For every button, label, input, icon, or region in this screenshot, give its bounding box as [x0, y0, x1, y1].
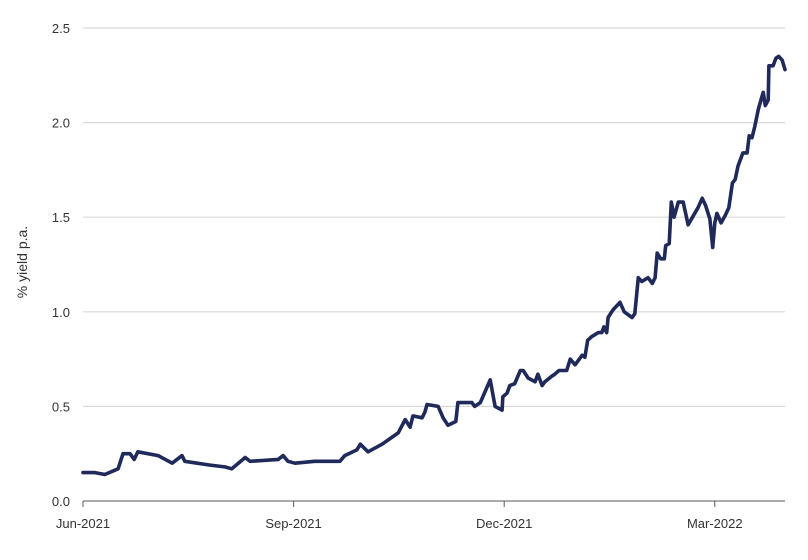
y-tick-label: 1.0 [52, 305, 70, 320]
y-tick-label: 2.5 [52, 21, 70, 36]
x-tick-label: Dec-2021 [476, 516, 532, 531]
y-tick-label: 0.5 [52, 399, 70, 414]
x-tick-label: Mar-2022 [687, 516, 743, 531]
y-axis-ticks: 0.0 0.5 1.0 1.5 2.0 2.5 [52, 21, 70, 509]
y-axis-title: % yield p.a. [14, 226, 30, 298]
gridlines [83, 27, 785, 407]
y-tick-label: 0.0 [52, 494, 70, 509]
x-axis-ticks: Jun-2021 Sep-2021 Dec-2021 Mar-2022 [56, 501, 743, 531]
x-tick-label: Sep-2021 [265, 516, 321, 531]
y-tick-label: 2.0 [52, 116, 70, 131]
x-tick-label: Jun-2021 [56, 516, 110, 531]
series-line-yield [81, 54, 787, 477]
y-tick-label: 1.5 [52, 210, 70, 225]
